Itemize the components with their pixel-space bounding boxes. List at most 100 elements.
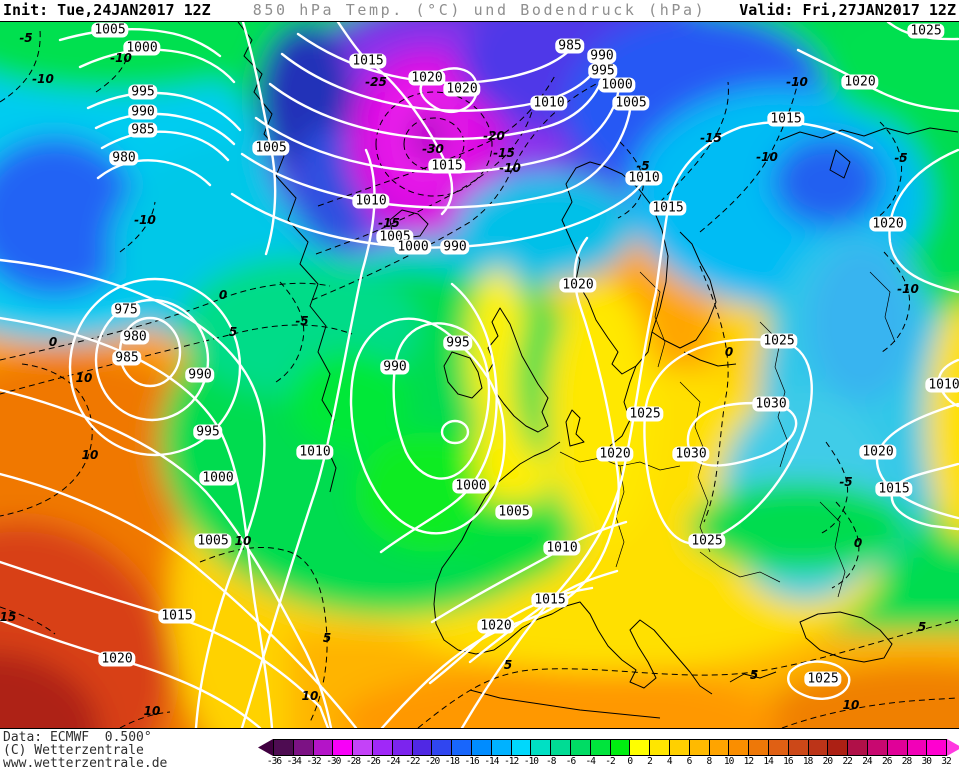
colorbar-tick-label: -20 [425,756,440,767]
colorbar-ticks: -36 -34 -32 -30 -28 -26 -24 -22 -20 -18 -16 -14 -12-… [258,756,959,769]
colorbar-tick-label: 22 [842,756,853,767]
copyright-label: (C) Wetterzentrale [3,743,144,758]
colorbar-tick-label: -2 [605,756,616,767]
temperature-label: 5 [322,631,332,645]
colorbar-tick-label: -26 [365,756,381,767]
colorbar-tick-label: 6 [686,756,693,767]
temperature-label: -5 [295,314,309,328]
isobar-label: 1000 [123,40,161,56]
colorbar-tick-label: -16 [464,756,480,767]
colorbar-tick-label: -36 [266,756,282,767]
colorbar-tick-label: 32 [941,756,952,767]
isobar-label: 1020 [869,216,907,232]
colorbar-segment [491,740,512,755]
colorbar-tick-label: 18 [802,756,814,767]
isobar-label: 985 [555,38,585,54]
weather-map-field [0,22,959,728]
colorbar-segment [630,740,651,755]
isobar-label: 1010 [352,193,390,209]
isobar-label: 1030 [752,396,790,412]
isobar-label: 1010 [530,95,568,111]
temperature-label: 5 [228,325,238,339]
colorbar-segment [650,740,670,755]
colorbar-arrow-right [947,739,959,756]
isobar-label: 1025 [688,533,726,549]
isobar-label: 1020 [408,70,446,86]
colorbar-segment [788,740,809,755]
temperature-label: -10 [110,51,132,65]
colorbar-tick-label: 12 [743,756,755,767]
temperature-label: -15 [378,216,400,230]
isobar-label: 1020 [98,651,136,667]
temperature-label: -5 [894,151,908,165]
colorbar-tick-label: 26 [881,756,893,767]
isobar-label: 1020 [841,74,879,90]
temperature-label: 0 [218,288,228,302]
temperature-label: -10 [499,161,521,175]
colorbar-tick-label: -4 [585,756,597,767]
isobar-label: 990 [128,104,158,120]
colorbar-tick-label: 28 [901,756,913,767]
isobar-label: 1020 [596,446,634,462]
data-source-label: Data: ECMWF 0.500° [3,730,152,745]
isobar-label: 995 [588,63,618,79]
isobar-label: 1025 [907,23,945,39]
temperature-label: 5 [749,668,759,682]
isobar-label: 1015 [349,53,387,69]
temperature-label: -10 [134,213,156,227]
isobar-label: 980 [120,329,150,345]
colorbar-tick-label: 16 [783,756,794,767]
colorbar-tick-label: 4 [666,756,673,767]
colorbar-segment [471,740,492,755]
colorbar-segment [808,740,829,755]
colorbar-segment [333,740,354,755]
isobar-label: 1030 [672,446,710,462]
valid-time-label: Valid: Fri,27JAN2017 12Z [739,1,956,19]
colorbar-segment [511,740,532,755]
colorbar-segment [313,740,334,755]
temperature-label: 5 [503,658,513,672]
isobar-label: 995 [128,84,158,100]
colorbar-tick-label: 0 [627,756,633,767]
isobar-label: 990 [185,367,215,383]
isobar-label: 1020 [443,81,481,97]
weather-map: 1005 1000 995 990 985 980 1005 1015 1020 1020 1015… [0,22,959,729]
colorbar-segment [392,740,413,755]
isobar-label: 1010 [925,377,959,393]
temperature-label: -10 [32,72,54,86]
isobar-label: 1005 [252,140,290,156]
isobar-label: 1015 [428,158,466,174]
colorbar-tick-label: 30 [921,756,933,767]
temperature-label: -10 [786,75,808,89]
colorbar-segment [551,740,571,755]
temperature-label: -30 [422,142,444,156]
colorbar-tick-label: -28 [345,756,361,767]
colorbar-segment [828,740,849,755]
isobar-label: 1000 [394,239,432,255]
isobar-label: 1020 [859,444,897,460]
temperature-label: 5 [917,620,927,634]
colorbar-tick-label: -6 [565,756,577,767]
isobar-label: 1015 [767,111,805,127]
isobar-label: 1020 [477,618,515,634]
colorbar-segment [570,740,591,755]
isobar-label: 980 [109,150,139,166]
temperature-label: -25 [365,75,387,89]
colorbar-tick-label: -34 [286,756,302,767]
isobar-label: 1015 [875,481,913,497]
isobar-label: 1005 [612,95,650,111]
isobar-label: 1025 [804,671,842,687]
init-time-label: Init: Tue,24JAN2017 12Z [3,1,211,19]
temperature-label: 10 [234,534,252,548]
isobar-label: 1000 [199,470,237,486]
temperature-label: 0 [48,335,58,349]
isobar-label: 1005 [495,504,533,520]
isobar-label: 985 [128,122,158,138]
colorbar-segment [274,740,294,755]
colorbar-segment [293,740,314,755]
isobar-label: 985 [112,350,142,366]
temperature-label: 15 [0,610,17,624]
isobar-label: 1000 [598,77,636,93]
isobar-label: 1010 [296,444,334,460]
temperature-label: -5 [19,31,33,45]
